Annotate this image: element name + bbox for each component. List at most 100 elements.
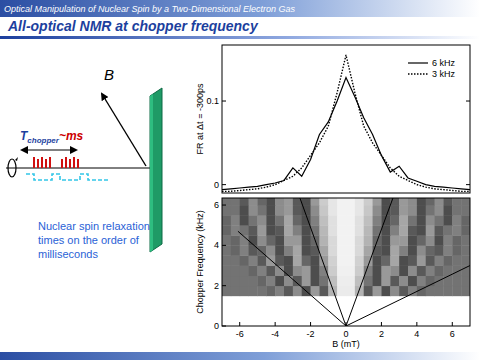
- heatmap-cell: [275, 255, 284, 265]
- heatmap-cell: [390, 255, 399, 265]
- heatmap-cell: [355, 235, 364, 245]
- heatmap-cell: [231, 266, 240, 276]
- heatmap-cell: [257, 225, 266, 235]
- heatmap-cell: [443, 245, 452, 255]
- x-tick: [239, 322, 240, 326]
- heatmap-cell: [435, 286, 444, 296]
- heatmap-cell: [452, 215, 461, 225]
- heatmap-cell: [435, 245, 444, 255]
- heatmap-cell: [364, 286, 373, 296]
- heatmap-cell: [337, 276, 346, 286]
- laser-pulse: [41, 157, 43, 168]
- heatmap-cell: [337, 205, 346, 215]
- heatmap-cell: [390, 266, 399, 276]
- legend-swatch: [408, 62, 428, 63]
- heatmap-cell: [266, 235, 275, 245]
- heatmap-cell: [302, 266, 311, 276]
- heatmap-cell: [364, 215, 373, 225]
- heatmap-cell: [390, 225, 399, 235]
- heatmap-cell: [222, 235, 231, 245]
- x-tick-label: 4: [414, 329, 419, 339]
- heatmap-cell: [311, 276, 320, 286]
- laser-pulse: [69, 159, 71, 168]
- heatmap-cell: [222, 205, 231, 215]
- laser-pulse: [49, 157, 51, 168]
- heatmap-cell: [257, 205, 266, 215]
- heatmap-cell: [240, 255, 249, 265]
- heatmap-cell: [275, 276, 284, 286]
- heatmap-cell: [399, 266, 408, 276]
- laser-pulse: [45, 159, 47, 168]
- heatmap-cell: [328, 245, 337, 255]
- heatmap-cell: [337, 245, 346, 255]
- heatmap-cell: [266, 266, 275, 276]
- heatmap-cell: [240, 215, 249, 225]
- heatmap-cell: [452, 286, 461, 296]
- heatmap-cell: [346, 245, 355, 255]
- period-arrow: [22, 150, 76, 151]
- heatmap-cell: [319, 235, 328, 245]
- y-tick-label: 2: [214, 281, 219, 291]
- heatmap-cell: [373, 255, 382, 265]
- y-tick-label: 4: [214, 240, 219, 250]
- heatmap-cell: [452, 235, 461, 245]
- heatmap-cell: [399, 255, 408, 265]
- heatmap-cell: [408, 235, 417, 245]
- heatmap-cell: [302, 225, 311, 235]
- heatmap-cell: [426, 225, 435, 235]
- guide-line: [238, 231, 346, 326]
- field-arrow: [102, 94, 146, 166]
- heatmap-cell: [399, 198, 408, 205]
- heatmap-cell: [222, 245, 231, 255]
- heatmap-cell: [249, 205, 258, 215]
- heatmap-cell: [435, 225, 444, 235]
- heatmap-cell: [319, 215, 328, 225]
- heatmap-cell: [355, 225, 364, 235]
- heatmap-cell: [399, 225, 408, 235]
- heatmap-cell: [452, 198, 461, 205]
- heatmap-cell: [346, 286, 355, 296]
- heatmap-cell: [426, 198, 435, 205]
- period-label: Tchopper~ms: [20, 129, 84, 145]
- heatmap-cell: [328, 225, 337, 235]
- heatmap-cell: [275, 286, 284, 296]
- heatmap-cell: [443, 225, 452, 235]
- x-tick-label: 6: [450, 329, 455, 339]
- sample-plate: [150, 88, 162, 252]
- heatmap-cell: [426, 235, 435, 245]
- header-subtitle: Optical Manipulation of Nuclear Spin by …: [4, 4, 295, 14]
- x-tick-label: -6: [236, 329, 244, 339]
- heatmap-cell: [257, 255, 266, 265]
- heatmap-cell: [346, 266, 355, 276]
- heatmap-cell: [435, 205, 444, 215]
- heatmap-cell: [399, 205, 408, 215]
- heatmap-cell: [426, 266, 435, 276]
- heatmap-cell: [222, 255, 231, 265]
- heatmap-cell: [461, 215, 470, 225]
- heatmap-cell: [249, 255, 258, 265]
- slide: Optical Manipulation of Nuclear Spin by …: [0, 0, 480, 360]
- heatmap-cell: [417, 276, 426, 286]
- heatmap-cell: [346, 225, 355, 235]
- heatmap-cell: [399, 286, 408, 296]
- heatmap-cell: [417, 255, 426, 265]
- field-label: B: [104, 66, 114, 83]
- heatmap-cell: [266, 205, 275, 215]
- heatmap-cell: [231, 276, 240, 286]
- heatmap-chart: -6-4-202460246B (mT)Chopper Frequency (k…: [195, 198, 470, 349]
- y-tick-label: 0: [214, 321, 219, 331]
- heatmap-cell: [355, 266, 364, 276]
- heatmap-cell: [249, 225, 258, 235]
- y-tick: [466, 184, 470, 185]
- legend: 6 kHz3 kHz: [408, 58, 456, 79]
- heatmap-cell: [257, 276, 266, 286]
- heatmap-cell: [364, 198, 373, 205]
- heatmap-cell: [364, 276, 373, 286]
- heatmap-cell: [364, 205, 373, 215]
- heatmap-cell: [408, 205, 417, 215]
- heatmap-cell: [399, 215, 408, 225]
- laser-pulse: [73, 157, 75, 168]
- laser-pulse: [61, 159, 63, 168]
- laser-pulse: [65, 157, 67, 168]
- heatmap-cell: [373, 276, 382, 286]
